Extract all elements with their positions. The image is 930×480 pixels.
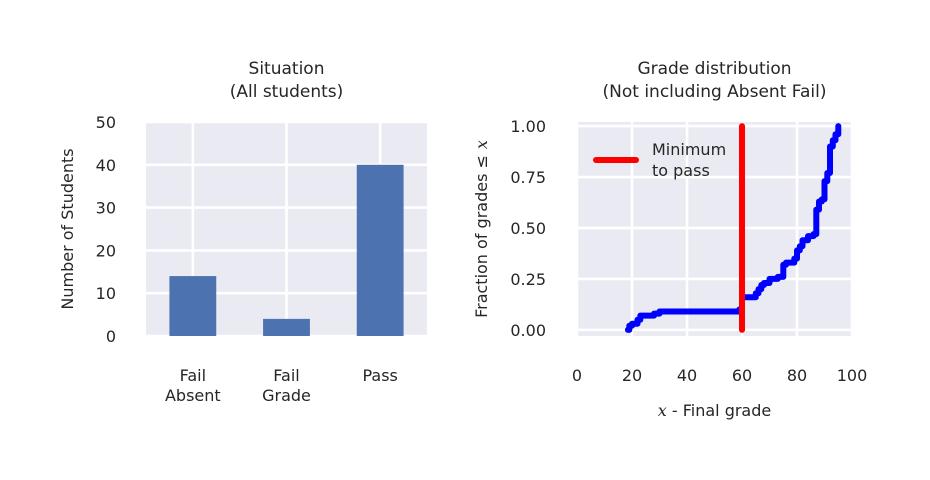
bar-x-tick-label: Pass xyxy=(362,366,397,385)
bar-y-axis-label: Number of Students xyxy=(58,148,77,309)
cdf-y-tick-label: 0.50 xyxy=(510,219,546,238)
cdf-y-axis-label-text: Fraction of grades xyxy=(472,169,491,318)
bar-x-tick-label: Fail xyxy=(180,366,206,385)
cdf-y-tick-label: 0.00 xyxy=(510,321,546,340)
cdf-x-tick-label: 80 xyxy=(787,366,807,385)
cdf-x-axis-label: x - Final grade xyxy=(658,401,771,420)
cdf-y-axis-label-var: x xyxy=(472,140,491,149)
bar-chart-title: Situation xyxy=(249,59,325,79)
cdf-x-tick-label: 40 xyxy=(677,366,697,385)
cdf-x-tick-label: 60 xyxy=(732,366,752,385)
bar-y-tick-label: 50 xyxy=(96,113,116,132)
cdf-y-tick-label: 0.25 xyxy=(510,270,546,289)
bar xyxy=(263,318,310,336)
cdf-x-tick-label: 0 xyxy=(572,366,582,385)
bar xyxy=(356,164,404,336)
cdf-y-axis-label: Fraction of grades ≤ x xyxy=(472,140,491,318)
cdf-chart-title: Grade distribution xyxy=(637,59,791,79)
cdf-y-tick-label: 0.75 xyxy=(510,168,546,187)
legend-label: to pass xyxy=(652,161,710,180)
cdf-y-axis-label-symbol: ≤ xyxy=(472,155,491,168)
bar xyxy=(169,276,217,336)
cdf-chart-panel: 0 20 40 60 80 100 0.00 0.25 0.50 0.75 1.00 Minimum t… xyxy=(472,59,867,420)
cdf-x-tick-label: 20 xyxy=(622,366,642,385)
cdf-chart-title: (Not including Absent Fail) xyxy=(603,82,827,102)
cdf-x-axis-label-var: x xyxy=(658,401,667,420)
legend-label: Minimum xyxy=(652,140,726,159)
bar-x-tick-label: Fail xyxy=(273,366,299,385)
cdf-series-line xyxy=(624,123,842,333)
cdf-y-tick-label: 1.00 xyxy=(510,117,546,136)
bar-y-tick-label: 40 xyxy=(96,156,116,175)
bar-chart-panel: 01020304050FailAbsentFailGradePassNumber… xyxy=(58,59,427,405)
cdf-x-tick-label: 100 xyxy=(837,366,868,385)
bar-y-tick-label: 30 xyxy=(96,199,116,218)
bar-chart-title: (All students) xyxy=(230,82,344,102)
bar-x-tick-label: Absent xyxy=(165,386,221,405)
bar-y-tick-label: 10 xyxy=(96,284,116,303)
cdf-x-axis-label-text: - Final grade xyxy=(667,401,771,420)
bar-y-tick-label: 20 xyxy=(96,241,116,260)
bar-x-tick-label: Grade xyxy=(262,386,311,405)
bar-y-tick-label: 0 xyxy=(106,327,116,346)
